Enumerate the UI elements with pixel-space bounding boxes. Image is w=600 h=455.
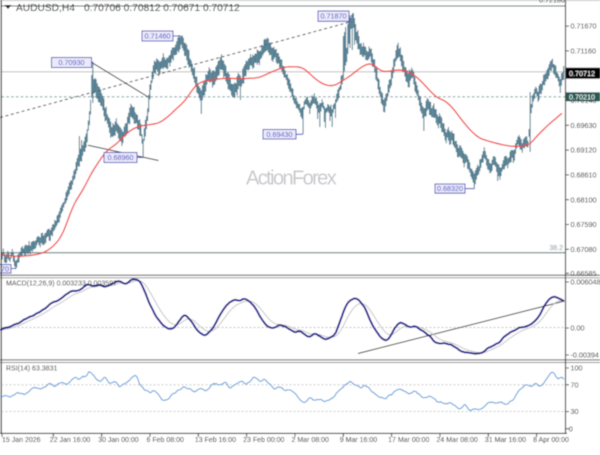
svg-text:0.68100: 0.68100 [571, 195, 597, 204]
svg-text:0.69430: 0.69430 [267, 130, 293, 139]
svg-text:0.70712: 0.70712 [569, 69, 595, 78]
svg-text:ActionForex: ActionForex [246, 168, 337, 190]
svg-text:AUDUSD,H4: AUDUSD,H4 [16, 3, 75, 14]
svg-text:24 Mar 08:00: 24 Mar 08:00 [437, 437, 478, 444]
svg-text:15 Jan 2026: 15 Jan 2026 [2, 437, 41, 444]
svg-text:6 Feb 08:00: 6 Feb 08:00 [147, 437, 184, 444]
svg-text:0: 0 [569, 424, 573, 433]
svg-text:13 Feb 16:00: 13 Feb 16:00 [195, 437, 236, 444]
svg-text:0.70210: 0.70210 [569, 93, 595, 102]
svg-text:8 Apr 00:00: 8 Apr 00:00 [533, 437, 569, 444]
svg-text:0.71460: 0.71460 [145, 32, 171, 41]
svg-text:2 Mar 08:00: 2 Mar 08:00 [292, 437, 329, 444]
svg-text:0.68610: 0.68610 [571, 171, 597, 180]
svg-text:0.71160: 0.71160 [571, 47, 596, 56]
svg-text:0.69630: 0.69630 [571, 121, 597, 130]
svg-text:0.67080: 0.67080 [571, 245, 597, 254]
svg-text:-0.00394: -0.00394 [571, 351, 599, 360]
svg-text:0.68960: 0.68960 [108, 153, 134, 162]
svg-text:70: 70 [571, 380, 579, 389]
svg-text:0.66585: 0.66585 [571, 269, 597, 278]
svg-text:9 Mar 16:00: 9 Mar 16:00 [340, 437, 377, 444]
svg-text:0.68320: 0.68320 [437, 184, 463, 193]
svg-text:0.006048: 0.006048 [571, 278, 600, 287]
svg-text:31 Mar 16:00: 31 Mar 16:00 [485, 437, 526, 444]
svg-text:30: 30 [571, 407, 579, 416]
svg-text:70: 70 [1, 265, 9, 274]
svg-text:0.72180: 0.72180 [539, 0, 565, 5]
svg-text:0.71870: 0.71870 [321, 12, 347, 21]
svg-text:0.70930: 0.70930 [59, 58, 85, 67]
svg-text:23 Feb 00:00: 23 Feb 00:00 [243, 437, 284, 444]
svg-text:38.2: 38.2 [549, 245, 563, 252]
svg-text:0.71670: 0.71670 [571, 22, 597, 31]
svg-text:17 Mar 00:00: 17 Mar 00:00 [388, 437, 429, 444]
svg-text:0.00: 0.00 [571, 324, 585, 333]
svg-text:0.69120: 0.69120 [571, 146, 597, 155]
svg-text:RSI(14) 63.3831: RSI(14) 63.3831 [6, 366, 57, 373]
svg-text:100: 100 [571, 364, 583, 373]
svg-text:MACD(12,26,9) 0.003233 0.00359: MACD(12,26,9) 0.003233 0.003597 [6, 281, 117, 288]
svg-text:0.67590: 0.67590 [571, 220, 597, 229]
svg-text:0.70706 0.70812 0.70671 0.7071: 0.70706 0.70812 0.70671 0.70712 [84, 3, 240, 14]
svg-text:22 Jan 16:00: 22 Jan 16:00 [50, 437, 91, 444]
svg-text:30 Jan 00:00: 30 Jan 00:00 [98, 437, 139, 444]
